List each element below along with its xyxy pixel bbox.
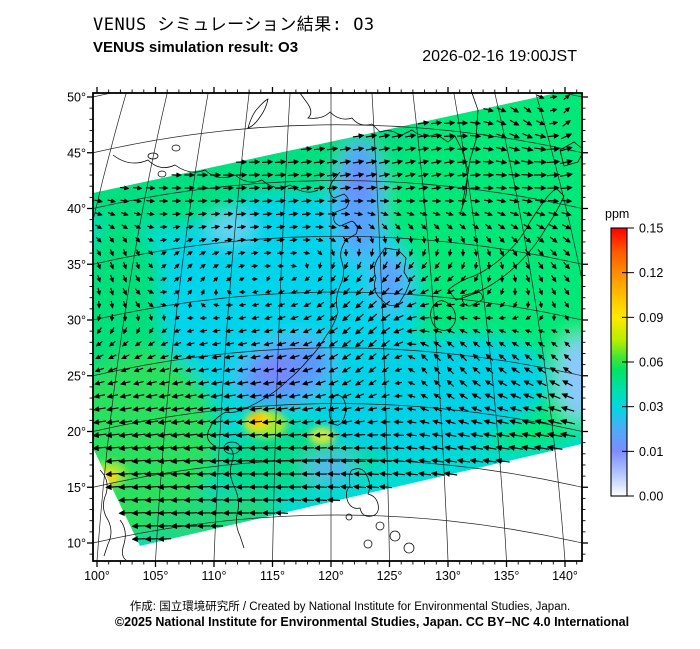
coastline-path [299,93,469,216]
valid-datetime-label: 2026-02-16 19:00JST [422,48,577,65]
colorbar-tick-label: 0.06 [639,356,663,370]
attribution-line: 作成: 国立環境研究所 / Created by National Instit… [129,601,571,613]
colorbar-tick-label: 0.01 [639,445,663,459]
coastline-path [363,539,373,549]
coastline-path [403,542,415,554]
meridian-line [93,93,127,223]
o3-field-blob [525,93,582,220]
colorbar-tick-label: 0.03 [639,400,663,414]
coastline-path [329,395,347,426]
coastline-path [99,469,112,557]
y-axis-tick-label: 45° [67,146,86,160]
colorbar-tick-label: 0.12 [639,266,663,280]
x-axis-tick-label: 115° [260,569,285,583]
x-axis-tick-label: 105° [143,569,169,583]
page-title-japanese: VENUS シミュレーション結果: O3 [93,15,375,35]
meridian-line [494,93,566,561]
x-axis-tick-label: 135° [494,569,520,583]
colorbar: ppm 0.15 0.12 0.09 0.06 0.03 0.01 0.00 [605,207,663,504]
y-axis-tick-label: 30° [67,314,86,328]
colorbar-unit-label: ppm [605,207,629,221]
coastline-path [346,468,379,517]
o3-concentration-field [93,93,582,546]
o3-field-blob [309,427,335,445]
colorbar-tick-label: 0.15 [639,222,663,236]
x-axis-tick-label: 130° [435,569,461,583]
x-axis-tick-label: 120° [318,569,344,583]
colorbar-tick-label: 0.09 [639,311,663,325]
coastline-path [247,98,269,129]
y-axis-tick-label: 15° [67,481,86,495]
coastline-path [461,291,483,307]
meridian-line [155,93,209,561]
y-axis-tick-label: 50° [67,91,86,105]
coastline-path [207,171,358,549]
y-axis-tick-label: 20° [67,425,86,439]
coastline-path [389,530,401,542]
parallel-line [93,403,582,432]
coastlines [99,93,582,561]
parallel-line [93,180,582,209]
y-axis-tick-label: 25° [67,369,86,383]
parallel-line [93,235,582,265]
wind-vector-arrows [92,94,576,543]
lat-lon-graticule [93,93,582,561]
parallel-line [93,347,582,377]
x-axis-tick-label: 110° [202,569,227,583]
colorbar-tick-labels: 0.15 0.12 0.09 0.06 0.03 0.01 0.00 [639,222,663,504]
parallel-line [93,514,582,544]
coastline-path [447,187,565,301]
parallel-line [93,124,582,154]
o3-field-blob [304,454,356,482]
coastline-path [345,513,353,521]
colorbar-tick-label: 0.00 [639,490,663,504]
map-frame [87,87,588,567]
coastline-path [375,521,385,531]
o3-field-blob [256,354,296,386]
page-title-english: VENUS simulation result: O3 [93,39,299,56]
meridian-line [371,93,390,561]
meridian-line [535,93,582,282]
y-axis-tick-label: 40° [67,202,86,216]
meridian-line [272,93,291,561]
y-axis-tick-labels: 50° 45° 40° 35° 30° 25° 20° 15° 10° [67,91,86,551]
coastline-path [112,154,319,193]
meridian-line [453,93,507,561]
meridian-line [213,93,250,561]
x-axis-tick-label: 100° [84,569,110,583]
o3-field-blob [311,336,549,454]
coastline-path [119,519,127,561]
coastline-path [171,144,181,152]
x-axis-tick-labels: 100° 105° 110° 115° 120° 125° 130° 135° 140° [84,569,578,583]
o3-field-blob [343,162,373,202]
y-axis-tick-label: 10° [67,537,86,551]
x-axis-tick-label: 125° [377,569,403,583]
coastline-path [374,247,411,306]
coastline-path [157,170,167,178]
meridian-line [412,93,449,561]
y-axis-tick-label: 35° [67,258,86,272]
coastline-path [147,152,159,160]
copyright-line: ©2025 National Institute for Environment… [114,615,630,629]
meridian-line [96,93,168,561]
x-axis-tick-label: 140° [552,569,578,583]
